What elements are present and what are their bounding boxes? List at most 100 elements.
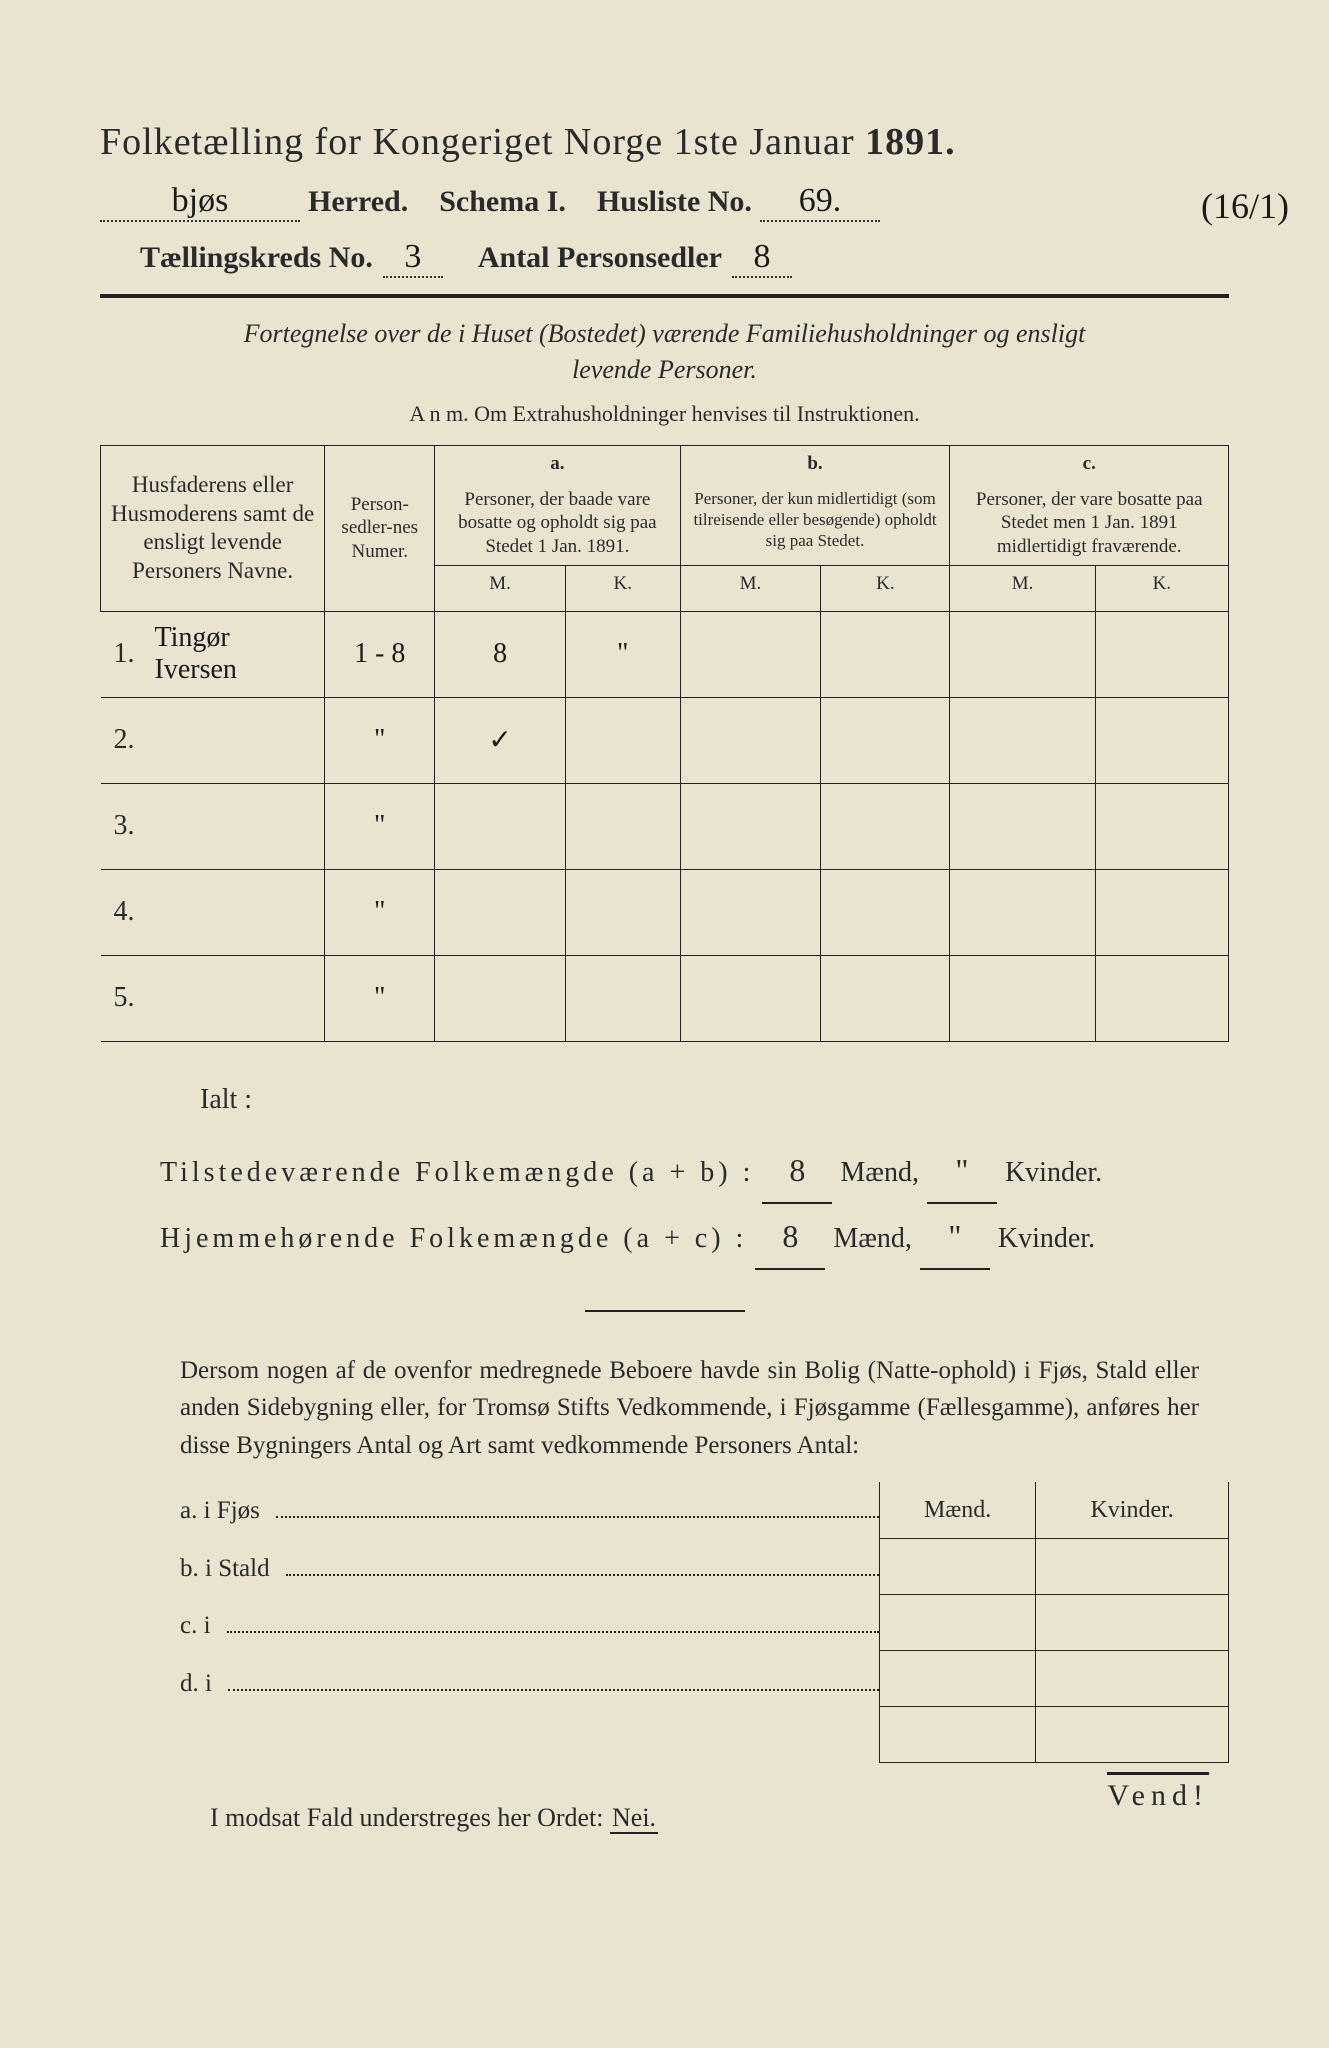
- table-row: 5.": [101, 955, 1229, 1041]
- row-name: [141, 955, 325, 1041]
- subtitle: Fortegnelse over de i Huset (Bostedet) v…: [100, 316, 1229, 389]
- th-b-text: Personer, der kun midlertidigt (som tilr…: [680, 482, 950, 566]
- nei-text: I modsat Fald understreges her Ordet:: [210, 1803, 604, 1832]
- hjemme-label: Hjemmehørende Folkemængde (a + c) :: [160, 1211, 747, 1267]
- kvinder-label: Kvinder.: [1005, 1145, 1102, 1201]
- row-numer: ": [325, 697, 435, 783]
- row-number: 3.: [101, 783, 141, 869]
- th-am: M.: [435, 565, 566, 611]
- mk-cell: [1036, 1706, 1229, 1762]
- mk-cell: [880, 1538, 1036, 1594]
- row-bk: [821, 697, 950, 783]
- husliste-value: 69.: [760, 182, 880, 222]
- row-ak: [565, 955, 680, 1041]
- kreds-value: 3: [383, 238, 443, 278]
- row-number: 1.: [101, 611, 141, 697]
- row-am: ✓: [435, 697, 566, 783]
- row-bm: [680, 697, 821, 783]
- table-row: 1.Tingør Iversen1 - 88": [101, 611, 1229, 697]
- antal-label: Antal Personsedler: [478, 241, 722, 275]
- row-bk: [821, 955, 950, 1041]
- antal-value: 8: [732, 238, 792, 278]
- totals-row-1: Tilstedeværende Folkemængde (a + b) : 8 …: [160, 1138, 1229, 1204]
- row-bk: [821, 611, 950, 697]
- mk-cell: [880, 1594, 1036, 1650]
- household-table: Husfaderens eller Husmoderens samt de en…: [100, 445, 1229, 1042]
- row-ck: [1095, 697, 1228, 783]
- mk-cell: [1036, 1650, 1229, 1706]
- th-b: b.: [680, 445, 950, 481]
- row-numer: ": [325, 869, 435, 955]
- dwelling-list: a. i Fjøs b. i Stald c. i d. i: [100, 1482, 879, 1763]
- anm-note: A n m. Om Extrahusholdninger henvises ti…: [100, 401, 1229, 427]
- table-row: 4. ": [101, 869, 1229, 955]
- title-prefix: Folketælling for Kongeriget Norge 1ste J…: [100, 121, 855, 163]
- kreds-line: Tællingskreds No. 3 Antal Personsedler 8: [100, 238, 1229, 278]
- row-ak: [565, 783, 680, 869]
- fortegnelse-l1: Fortegnelse over de i Huset (Bostedet) v…: [244, 319, 1086, 348]
- list-item: c. i: [180, 1597, 879, 1655]
- mk-cell: [1036, 1538, 1229, 1594]
- table-row: 2. "✓: [101, 697, 1229, 783]
- herred-value: bjøs: [100, 182, 300, 222]
- vend-label: Vend!: [1107, 1772, 1209, 1813]
- th-c-text: Personer, der vare bosatte paa Stedet me…: [950, 482, 1229, 566]
- row-am: [435, 869, 566, 955]
- dwelling-table-block: a. i Fjøs b. i Stald c. i d. i Mænd. Kvi…: [100, 1482, 1229, 1763]
- row-name: Tingør Iversen: [141, 611, 325, 697]
- hjemme-m: 8: [755, 1204, 825, 1270]
- row-number: 2.: [101, 697, 141, 783]
- th-cm: M.: [950, 565, 1095, 611]
- mk-cell: [880, 1650, 1036, 1706]
- kreds-label: Tællingskreds No.: [140, 241, 373, 275]
- schema-label: Schema I.: [439, 185, 566, 219]
- table-row: 3. ": [101, 783, 1229, 869]
- row-cm: [950, 697, 1095, 783]
- th-ak: K.: [565, 565, 680, 611]
- row-name: [141, 697, 325, 783]
- row-bm: [680, 869, 821, 955]
- th-a: a.: [435, 445, 680, 481]
- kvinder-label-2: Kvinder.: [998, 1211, 1095, 1267]
- row-numer: ": [325, 783, 435, 869]
- row-bk: [821, 783, 950, 869]
- herred-label: Herred.: [308, 185, 408, 219]
- row-ak: [565, 697, 680, 783]
- dwelling-paragraph: Dersom nogen af de ovenfor medregnede Be…: [100, 1352, 1229, 1465]
- row-name: [141, 783, 325, 869]
- title-year: 1891.: [865, 121, 956, 163]
- list-item: d. i: [180, 1655, 879, 1713]
- row-number: 4.: [101, 869, 141, 955]
- th-bk: K.: [821, 565, 950, 611]
- husliste-label: Husliste No.: [597, 185, 752, 219]
- tilstede-m: 8: [762, 1138, 832, 1204]
- census-form-page: Folketælling for Kongeriget Norge 1ste J…: [0, 0, 1329, 1893]
- row-bm: [680, 783, 821, 869]
- main-title: Folketælling for Kongeriget Norge 1ste J…: [100, 120, 1229, 164]
- row-ak: [565, 869, 680, 955]
- row-cm: [950, 783, 1095, 869]
- mk-cell: [1036, 1594, 1229, 1650]
- th-names: Husfaderens eller Husmoderens samt de en…: [101, 445, 325, 611]
- margin-note: (16/1): [1201, 185, 1289, 227]
- th-c: c.: [950, 445, 1229, 481]
- row-bm: [680, 955, 821, 1041]
- mk-maend-header: Mænd.: [880, 1482, 1036, 1538]
- tilstede-k: ": [927, 1138, 997, 1204]
- mk-kvinder-header: Kvinder.: [1036, 1482, 1229, 1538]
- row-bm: [680, 611, 821, 697]
- totals-block: Ialt : Tilstedeværende Folkemængde (a + …: [100, 1072, 1229, 1270]
- ialt-label: Ialt :: [200, 1072, 1229, 1128]
- th-a-text: Personer, der baade vare bosatte og opho…: [435, 482, 680, 566]
- hjemme-k: ": [920, 1204, 990, 1270]
- row-ak: ": [565, 611, 680, 697]
- row-ck: [1095, 955, 1228, 1041]
- divider: [100, 294, 1229, 298]
- row-number: 5.: [101, 955, 141, 1041]
- short-divider: [585, 1310, 745, 1312]
- row-am: [435, 955, 566, 1041]
- fortegnelse-l2: levende Personer.: [572, 355, 757, 384]
- row-am: [435, 783, 566, 869]
- row-cm: [950, 611, 1095, 697]
- herred-line: bjøs Herred. Schema I. Husliste No. 69.: [100, 182, 1229, 222]
